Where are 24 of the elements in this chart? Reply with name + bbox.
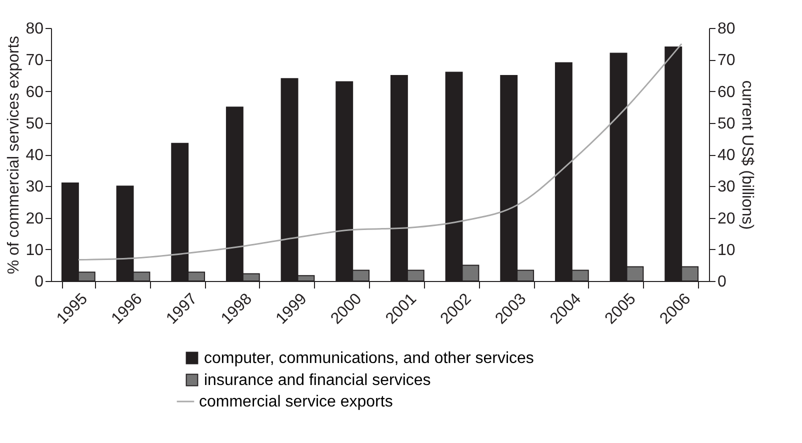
y2-tick-label: 20	[718, 210, 736, 228]
legend-label: computer, communications, and other services	[204, 350, 534, 367]
y-tick-label: 70	[26, 52, 44, 70]
y2-tick-label: 0	[718, 274, 726, 290]
y2-tick-label: 40	[718, 147, 736, 164]
y2-tick-label: 80	[718, 20, 736, 38]
y-axis-title: % of commercial services exports	[6, 36, 23, 274]
y-tick-label: 60	[26, 84, 44, 101]
y-tick-label: 80	[26, 20, 44, 38]
legend-label: commercial service exports	[199, 394, 393, 410]
y2-tick-label: 60	[718, 84, 736, 101]
y-tick-label: 10	[26, 242, 44, 259]
y2-tick-label: 10	[718, 242, 736, 259]
y2-axis-title: current US$ (billions)	[738, 80, 756, 230]
y2-tick-label: 30	[718, 178, 736, 196]
y-tick-label: 30	[26, 178, 44, 196]
y-tick-label: 40	[26, 147, 44, 164]
y-tick-label: 20	[26, 210, 44, 228]
y-tick-label: 50	[26, 115, 44, 132]
y2-tick-label: 50	[718, 115, 736, 132]
legend-label: insurance and financial services	[204, 372, 431, 389]
line-series	[78, 43, 682, 261]
y-tick-label: 0	[34, 274, 44, 290]
y2-tick-label: 70	[718, 52, 736, 70]
